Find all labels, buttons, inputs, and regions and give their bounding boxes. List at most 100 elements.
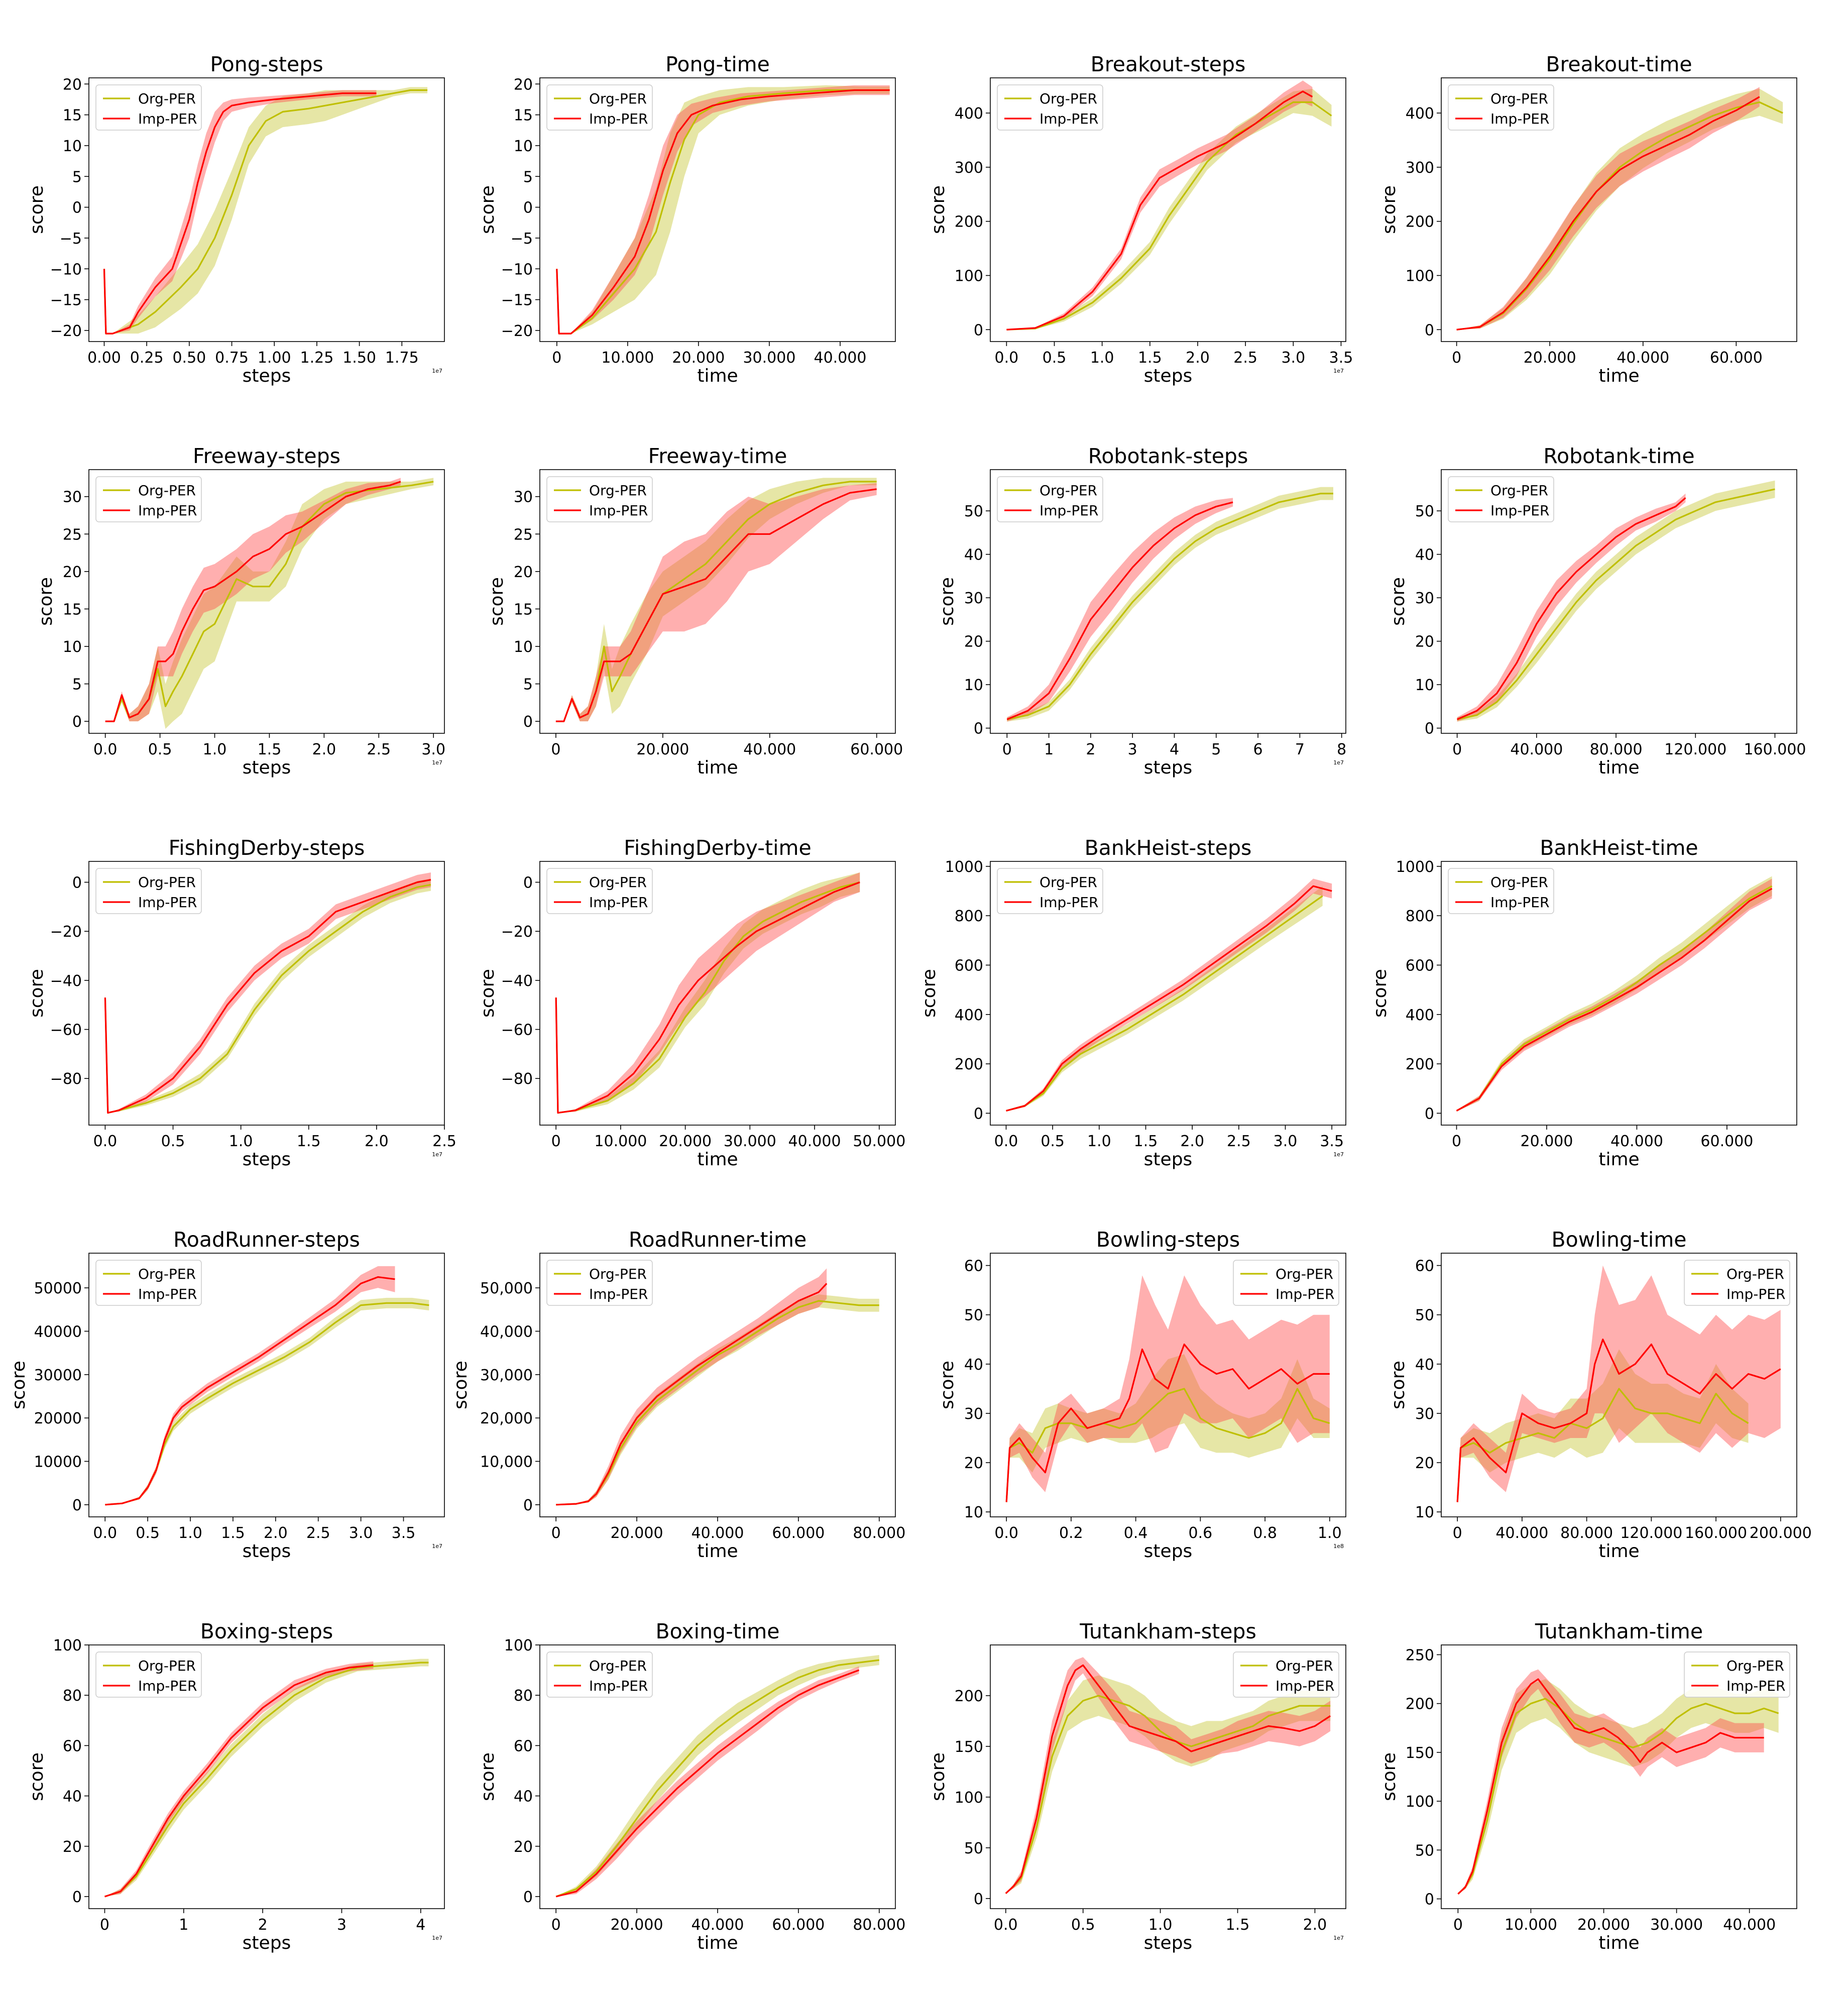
legend: Org-PER Imp-PER bbox=[1684, 1651, 1790, 1698]
x-tick-label: 3.0 bbox=[1281, 349, 1305, 367]
series-line-imp bbox=[1005, 1664, 1331, 1894]
x-tick-label: 3 bbox=[337, 1916, 346, 1934]
y-tick-label: 20 bbox=[63, 564, 82, 581]
legend: Org-PER Imp-PER bbox=[95, 476, 202, 522]
series-line-imp bbox=[555, 881, 860, 1114]
y-tick-label: 0 bbox=[72, 199, 82, 217]
series-line-org bbox=[1456, 885, 1773, 1112]
series-band-imp bbox=[105, 1266, 395, 1505]
x-tick-label: 2.0 bbox=[1303, 1916, 1327, 1934]
x-axis-label: time bbox=[697, 1541, 738, 1562]
legend: Org-PER Imp-PER bbox=[1684, 1260, 1790, 1306]
x-tick-label: 40.000 bbox=[1616, 349, 1669, 367]
y-tick-label: 20 bbox=[63, 76, 82, 93]
x-axis-label: steps bbox=[243, 757, 291, 778]
x-tick-label: 0.5 bbox=[148, 741, 172, 758]
y-tick-label: 25 bbox=[63, 526, 82, 543]
x-tick-label: 160.000 bbox=[1685, 1524, 1747, 1542]
chart-panel: 0.0 0.5 1.0 1.5 2.0 2.5 −80 −60 −40 −20 0 1e7 Fishin… bbox=[27, 836, 456, 1170]
legend: Org-PER Imp-PER bbox=[546, 476, 653, 522]
legend-label: Org-PER bbox=[1490, 482, 1548, 499]
y-tick-label: 250 bbox=[1406, 1646, 1434, 1664]
y-tick-label: −20 bbox=[50, 322, 82, 340]
x-tick-label: 30.000 bbox=[743, 349, 795, 367]
x-tick-label: 1.0 bbox=[1148, 1916, 1173, 1934]
legend-label: Org-PER bbox=[138, 874, 196, 891]
plot-area bbox=[555, 872, 860, 1114]
series-line-imp bbox=[1006, 885, 1332, 1112]
y-tick-label: −10 bbox=[50, 261, 82, 278]
x-tick-label: 6 bbox=[1253, 741, 1263, 758]
series-line-imp bbox=[556, 1283, 828, 1506]
series-line-imp bbox=[555, 1669, 860, 1898]
legend-label: Org-PER bbox=[1490, 874, 1548, 891]
x-tick-label: 10.000 bbox=[594, 1133, 647, 1150]
plot-area bbox=[1456, 876, 1773, 1112]
series-band-imp bbox=[1456, 878, 1772, 1112]
axes-frame bbox=[990, 469, 1346, 734]
series-line-imp bbox=[1457, 1678, 1764, 1895]
legend-label: Org-PER bbox=[1726, 1266, 1784, 1282]
y-tick-label: 60 bbox=[514, 1737, 533, 1755]
x-tick-label: 0.5 bbox=[1043, 349, 1067, 367]
series-line-imp bbox=[1456, 1339, 1781, 1502]
plot-area bbox=[1006, 487, 1333, 722]
axes-frame bbox=[990, 1253, 1346, 1517]
y-tick-label: −20 bbox=[501, 322, 533, 340]
y-tick-label: 200 bbox=[955, 213, 983, 231]
y-tick-label: 600 bbox=[955, 957, 983, 974]
series-line-imp bbox=[1006, 90, 1313, 330]
y-tick-label: 100 bbox=[955, 267, 983, 285]
x-tick-label: 0.50 bbox=[172, 349, 206, 367]
legend: Org-PER Imp-PER bbox=[95, 868, 202, 914]
y-tick-label: 200 bbox=[1406, 1696, 1434, 1713]
x-axis-label: time bbox=[1598, 1933, 1639, 1953]
x-tick-label: 20.000 bbox=[659, 1133, 712, 1150]
x-tick-label: 160.000 bbox=[1744, 741, 1806, 758]
chart-panel: 0 20.000 40.000 60.000 0 100 200 300 400 Breakout… bbox=[1379, 52, 1797, 386]
y-tick-label: 200 bbox=[1406, 213, 1434, 231]
series-band-imp bbox=[105, 478, 401, 722]
legend-label: Org-PER bbox=[138, 1266, 196, 1282]
y-tick-label: 30 bbox=[63, 489, 82, 506]
chart-panel: 0 40.000 80.000 120.000 160.000 0 10 20 30 40 50 Ro… bbox=[1388, 444, 1806, 778]
legend-label: Org-PER bbox=[589, 1266, 647, 1282]
x-axis-label: time bbox=[1598, 366, 1639, 386]
x-tick-label: 1.5 bbox=[221, 1524, 245, 1542]
legend: Org-PER Imp-PER bbox=[95, 1260, 202, 1306]
plot-area bbox=[105, 478, 434, 729]
y-tick-label: 600 bbox=[1406, 957, 1434, 974]
legend-label: Imp-PER bbox=[1726, 1678, 1785, 1694]
y-tick-label: 50,000 bbox=[480, 1280, 533, 1297]
x-axis-label: steps bbox=[1144, 366, 1193, 386]
x-tick-label: 1.50 bbox=[342, 349, 376, 367]
axes-frame bbox=[539, 861, 896, 1126]
y-tick-label: 50 bbox=[964, 503, 983, 520]
x-tick-label: 0.0 bbox=[994, 1916, 1018, 1934]
chart-panel: 0.0 0.5 1.0 1.5 2.0 2.5 3.0 3.5 0 10000 20000 30000… bbox=[9, 1228, 445, 1562]
x-tick-label: 40.000 bbox=[691, 1916, 744, 1934]
x-tick-label: 0 bbox=[1452, 1133, 1461, 1150]
x-tick-label: 60.000 bbox=[1710, 349, 1763, 367]
series-band-imp bbox=[1457, 1265, 1781, 1502]
chart-title: Bowling-steps bbox=[1096, 1228, 1240, 1252]
y-tick-label: 0 bbox=[72, 874, 82, 892]
series-line-org bbox=[1457, 1698, 1779, 1895]
chart-title: Robotank-time bbox=[1543, 444, 1694, 468]
legend-label: Org-PER bbox=[138, 90, 196, 107]
axis-multiplier: 1e7 bbox=[1333, 1935, 1344, 1941]
y-tick-label: 0 bbox=[974, 1891, 983, 1908]
x-tick-label: 80.000 bbox=[1590, 741, 1643, 758]
series-line-org bbox=[556, 89, 890, 335]
legend-label: Org-PER bbox=[589, 90, 647, 107]
x-tick-label: 2.5 bbox=[306, 1524, 330, 1542]
series-line-org bbox=[555, 1659, 879, 1898]
plot-area bbox=[103, 87, 428, 335]
legend-label: Imp-PER bbox=[1040, 502, 1098, 519]
chart-title: RoadRunner-time bbox=[629, 1228, 806, 1252]
y-tick-label: 0 bbox=[523, 1889, 533, 1906]
legend-label: Org-PER bbox=[138, 482, 196, 499]
x-tick-label: 20.000 bbox=[611, 1916, 663, 1934]
x-axis-label: time bbox=[697, 1933, 738, 1953]
